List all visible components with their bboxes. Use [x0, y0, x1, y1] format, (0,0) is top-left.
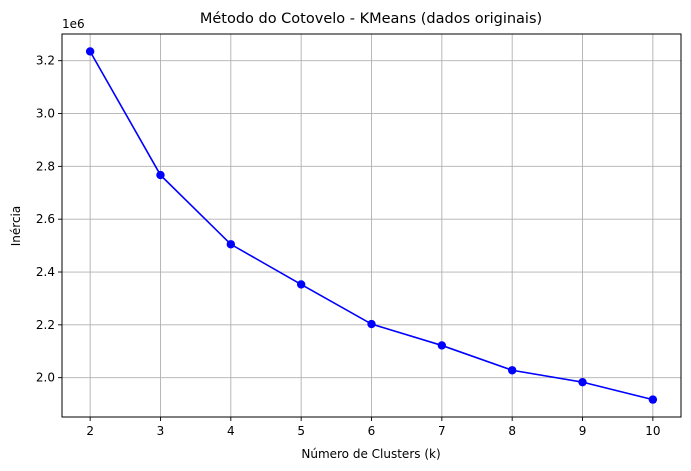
x-tick-label: 5 [297, 424, 305, 438]
data-point [85, 47, 95, 56]
y-axis: 2.0 2.2 2.4 2.6 2.8 3.0 3.2 [36, 54, 62, 385]
y-tick-label: 2.8 [36, 159, 55, 173]
data-point [367, 319, 376, 329]
x-tick-label: 10 [645, 424, 660, 438]
x-axis-label: Número de Clusters (k) [301, 447, 440, 461]
x-tick-label: 4 [227, 424, 235, 438]
x-tick-label: 3 [157, 424, 165, 438]
x-axis: 2 3 4 5 6 7 8 9 10 [86, 417, 661, 438]
y-tick-label: 2.6 [36, 212, 55, 226]
y-axis-label: Inércia [9, 206, 23, 246]
data-point [648, 395, 658, 404]
data-point [296, 280, 306, 289]
y-axis-offset-text: 1e6 [62, 17, 85, 31]
data-point [507, 366, 517, 375]
x-tick-label: 9 [579, 424, 587, 438]
x-tick-label: 7 [438, 424, 446, 438]
y-tick-label: 2.2 [36, 318, 55, 332]
y-tick-label: 3.2 [36, 54, 55, 68]
y-tick-label: 2.0 [36, 371, 55, 385]
x-tick-label: 2 [86, 424, 94, 438]
data-point [156, 170, 165, 180]
x-tick-label: 6 [368, 424, 376, 438]
y-tick-label: 3.0 [36, 107, 55, 121]
y-tick-label: 2.4 [36, 265, 55, 279]
chart-title: Método do Cotovelo - KMeans (dados origi… [200, 11, 542, 27]
x-tick-label: 8 [508, 424, 516, 438]
data-point [226, 240, 236, 249]
grid-layer [62, 34, 681, 417]
data-point [578, 377, 587, 387]
series-layer [85, 47, 658, 404]
data-point [437, 341, 447, 350]
